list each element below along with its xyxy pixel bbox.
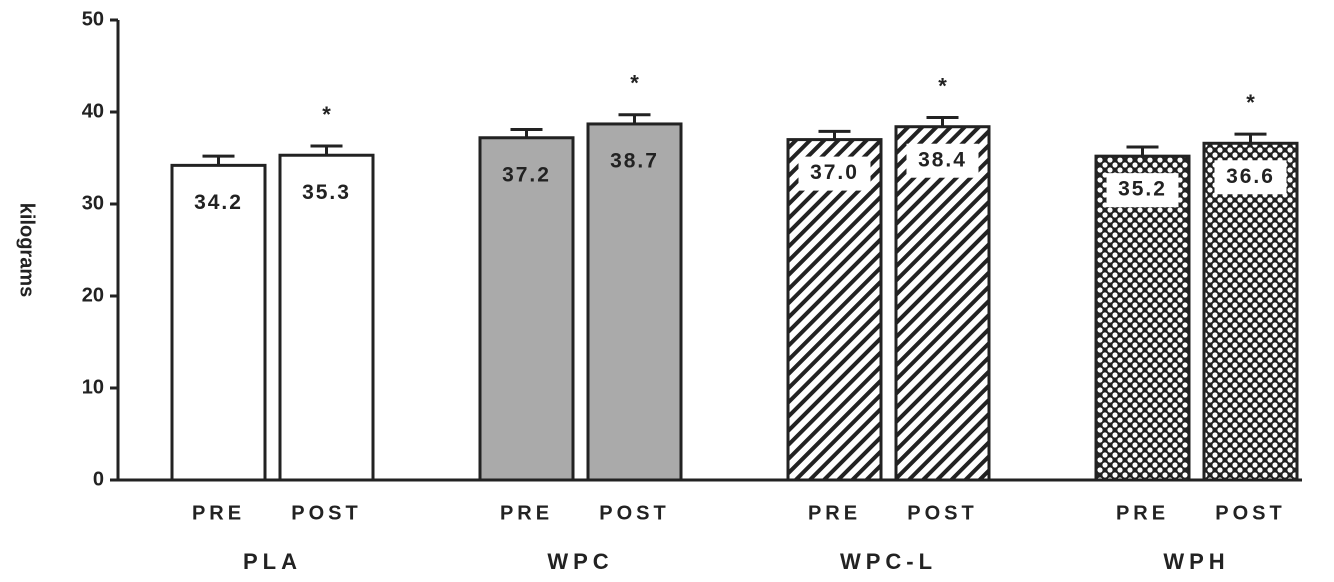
value-label: 35.2 bbox=[1118, 178, 1167, 201]
y-tick-label: 30 bbox=[82, 192, 104, 214]
bar bbox=[170, 163, 267, 482]
value-label-box bbox=[906, 143, 979, 178]
group-label: WPC-L bbox=[840, 549, 937, 574]
significance-mark: * bbox=[630, 71, 639, 96]
bar bbox=[1202, 141, 1299, 482]
value-label: 36.6 bbox=[1226, 165, 1275, 188]
y-tick-label: 50 bbox=[82, 8, 104, 30]
value-label-box bbox=[1106, 173, 1179, 208]
x-tick-label: PRE bbox=[808, 502, 861, 524]
y-tick-label: 40 bbox=[82, 100, 104, 122]
group-label: PLA bbox=[243, 549, 302, 574]
group-label: WPH bbox=[1163, 549, 1229, 574]
x-tick-label: POST bbox=[907, 502, 977, 524]
significance-mark: * bbox=[1246, 90, 1255, 115]
bar bbox=[586, 122, 683, 482]
y-tick-label: 20 bbox=[82, 284, 104, 306]
x-tick-label: POST bbox=[599, 502, 669, 524]
group-label: WPC bbox=[547, 549, 613, 574]
y-tick-label: 10 bbox=[82, 376, 104, 398]
x-tick-label: PRE bbox=[1116, 502, 1169, 524]
x-tick-label: POST bbox=[291, 502, 361, 524]
y-axis-label: kilograms bbox=[16, 203, 38, 297]
value-label: 37.0 bbox=[810, 161, 859, 184]
y-tick-label: 0 bbox=[93, 468, 104, 490]
bar bbox=[894, 125, 991, 482]
value-label-box bbox=[1214, 160, 1287, 195]
significance-mark: * bbox=[322, 102, 331, 127]
value-label: 34.2 bbox=[194, 191, 243, 214]
significance-mark: * bbox=[938, 73, 947, 98]
bar bbox=[478, 136, 575, 482]
x-tick-label: PRE bbox=[192, 502, 245, 524]
bar bbox=[786, 138, 883, 482]
value-label: 35.3 bbox=[302, 181, 351, 204]
bar bbox=[278, 153, 375, 482]
value-label: 38.4 bbox=[918, 148, 967, 171]
value-label: 38.7 bbox=[610, 150, 659, 173]
x-tick-label: PRE bbox=[500, 502, 553, 524]
bar bbox=[1094, 154, 1191, 482]
x-tick-label: POST bbox=[1215, 502, 1285, 524]
value-label: 37.2 bbox=[502, 163, 551, 186]
value-label-box bbox=[798, 156, 871, 191]
